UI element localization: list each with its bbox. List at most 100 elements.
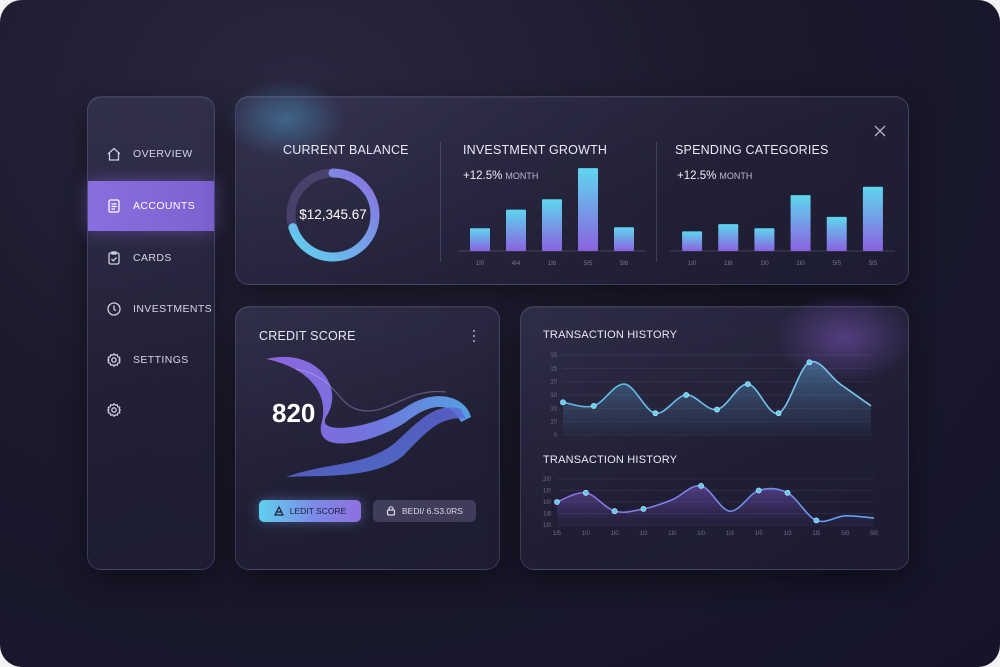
secondary-action-label: BEDI/ 6.S3.0RS [402, 506, 463, 516]
x-tick-label: 1l0 [668, 531, 677, 537]
y-tick-label: 10 [550, 380, 557, 386]
x-tick-label: 1l0 [796, 260, 805, 267]
data-point [784, 489, 791, 496]
area-fill [563, 361, 871, 435]
data-point [813, 517, 820, 524]
y-tick-label: 1l0 [543, 500, 552, 506]
sidebar-item-label: SETTINGS [133, 354, 189, 366]
x-tick-label: 1l0 [688, 260, 697, 267]
y-tick-label: 10 [550, 393, 557, 399]
secondary-action-button[interactable]: BEDI/ 6.S3.0RS [373, 500, 476, 522]
clock-icon [107, 302, 121, 316]
x-tick-label: 5l0 [870, 531, 879, 537]
sidebar-item-settings[interactable]: SETTINGS [88, 335, 214, 385]
investment-change-value: +12.5% [463, 170, 503, 182]
bar [614, 227, 634, 251]
sidebar-item-overview[interactable]: OVERVIEW [88, 129, 214, 179]
investment-bar-chart: 1l0 4l4 1l6 5l5 5l6 [458, 168, 646, 267]
x-tick-label: 1l5 [812, 531, 821, 537]
investment-period: MONTH [505, 171, 539, 181]
area-fill [557, 485, 874, 525]
sidebar-item-label: OVERVIEW [133, 148, 193, 160]
data-point [806, 359, 813, 366]
credit-score-value: 820 [272, 398, 316, 428]
transaction-history-card: TRANSACTION HISTORY 0 10 10 10 10 15 15 TRANSA… [520, 293, 914, 570]
data-point [640, 506, 647, 512]
edit-score-button[interactable]: LEDIT SCORE [259, 500, 361, 522]
more-options-icon[interactable] [471, 329, 477, 343]
bar [682, 231, 703, 251]
data-point [590, 403, 597, 409]
sidebar-item-investments[interactable]: INVESTMENTS [88, 284, 214, 334]
home-icon [107, 147, 121, 161]
x-tick-label: 1l5 [755, 531, 764, 537]
y-tick-label: 0 [554, 433, 558, 439]
bar [470, 228, 490, 251]
spending-period: MONTH [719, 171, 753, 181]
transaction-area-chart-bottom: 1l0 1l8 1l0 1l0 2l0 1l5 1l0 1l0 1l3 1l0 1l0 1l3 1l5 1… [543, 477, 879, 537]
bar [542, 199, 562, 251]
y-tick-label: 1l8 [543, 512, 552, 518]
investment-change: +12.5% MONTH [463, 170, 538, 182]
sidebar-item-label: ACCOUNTS [133, 200, 196, 212]
sidebar: OVERVIEW ACCOUNTS CARDS INVESTMENTS SETT… [87, 96, 215, 570]
x-tick-label: 5l0 [841, 531, 850, 537]
x-tick-label: 1l3 [639, 531, 648, 537]
edit-score-label: LEDIT SCORE [289, 506, 347, 516]
x-tick-label: 1l0 [582, 531, 591, 537]
summary-card: CURRENT BALANCE $12,345.67 INVESTMENT GR… [226, 79, 909, 285]
data-point [560, 399, 566, 406]
gear-icon [106, 352, 122, 368]
data-point [554, 499, 560, 505]
sidebar-item-accounts[interactable]: ACCOUNTS [88, 181, 214, 231]
bar [506, 209, 526, 251]
y-tick-label: 10 [550, 406, 557, 412]
spending-title: SPENDING CATEGORIES [675, 143, 829, 157]
sidebar-item-extra-settings[interactable] [88, 385, 214, 435]
x-tick-label: 5l5 [832, 260, 841, 267]
x-tick-label: 5l5 [584, 260, 593, 267]
x-tick-label: 1l0 [476, 260, 485, 267]
balance-value: $12,345.67 [299, 207, 367, 222]
sidebar-item-label: CARDS [133, 252, 172, 264]
x-tick-label: 1l3 [784, 531, 793, 537]
data-point [714, 406, 720, 413]
bar [862, 186, 883, 251]
donut-slice-primary [286, 168, 380, 262]
y-tick-label: 15 [550, 366, 557, 372]
triangle-icon [273, 506, 284, 516]
x-tick-label: 1l6 [548, 260, 557, 267]
sidebar-item-label: INVESTMENTS [133, 303, 213, 315]
transaction-title-top: TRANSACTION HISTORY [543, 329, 678, 341]
data-point [582, 489, 589, 496]
y-tick-label: 15 [550, 353, 557, 359]
bar [826, 216, 847, 251]
sidebar-item-cards[interactable]: CARDS [88, 233, 214, 283]
balance-donut-chart [286, 168, 380, 262]
document-icon [108, 199, 120, 213]
data-point [611, 508, 618, 515]
spending-change: +12.5% MONTH [677, 170, 752, 182]
gear-icon [106, 402, 122, 418]
x-tick-label: 5l6 [620, 260, 629, 267]
ribbon-illustration [266, 356, 471, 477]
y-tick-label: 1l0 [543, 489, 552, 495]
x-tick-label: 1l0 [697, 531, 706, 537]
x-tick-label: 1l0 [611, 531, 620, 537]
y-tick-label: 2l0 [543, 477, 552, 483]
close-icon[interactable] [873, 124, 887, 138]
x-tick-label: 1l8 [724, 260, 733, 267]
credit-score-card: CREDIT SCORE 820 LEDIT SCORE [235, 306, 500, 570]
y-tick-label: 10 [550, 420, 557, 426]
bar [718, 224, 739, 251]
clipboard-icon [108, 251, 120, 265]
balance-title: CURRENT BALANCE [283, 143, 409, 157]
x-tick-label: 4l4 [512, 260, 521, 267]
lock-icon [386, 506, 396, 516]
spending-change-value: +12.5% [677, 170, 717, 182]
x-tick-label: 1l3 [726, 531, 735, 537]
y-tick-label: 1l0 [543, 523, 552, 529]
bar [790, 195, 811, 251]
transaction-area-chart-top: 0 10 10 10 10 15 15 [550, 353, 872, 439]
